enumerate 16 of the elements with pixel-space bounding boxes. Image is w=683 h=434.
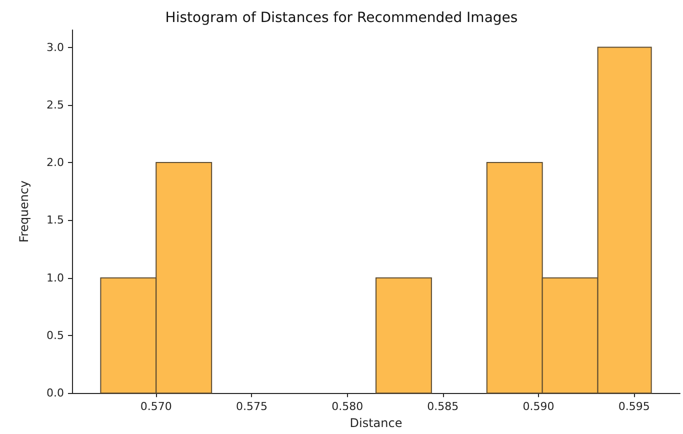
y-tick-label: 2.0 [46, 156, 64, 170]
chart-title: Histogram of Distances for Recommended Images [165, 10, 518, 26]
y-tick-label: 1.0 [46, 271, 64, 284]
x-tick-label: 0.590 [522, 400, 554, 414]
y-tick-label: 2.5 [46, 98, 64, 112]
x-axis-title: Distance [350, 416, 402, 430]
y-tick-label: 1.5 [46, 214, 64, 227]
y-tick-label: 0.5 [46, 328, 64, 342]
x-tick-label: 0.570 [140, 400, 172, 414]
y-tick-label: 3.0 [46, 40, 64, 54]
y-axis-title: Frequency [17, 180, 31, 243]
x-tick-label: 0.585 [427, 400, 459, 414]
y-tick-label: 0.0 [46, 386, 64, 400]
x-tick-label: 0.580 [332, 400, 364, 414]
x-tick-label: 0.595 [618, 400, 650, 414]
x-tick-label: 0.575 [236, 400, 268, 414]
